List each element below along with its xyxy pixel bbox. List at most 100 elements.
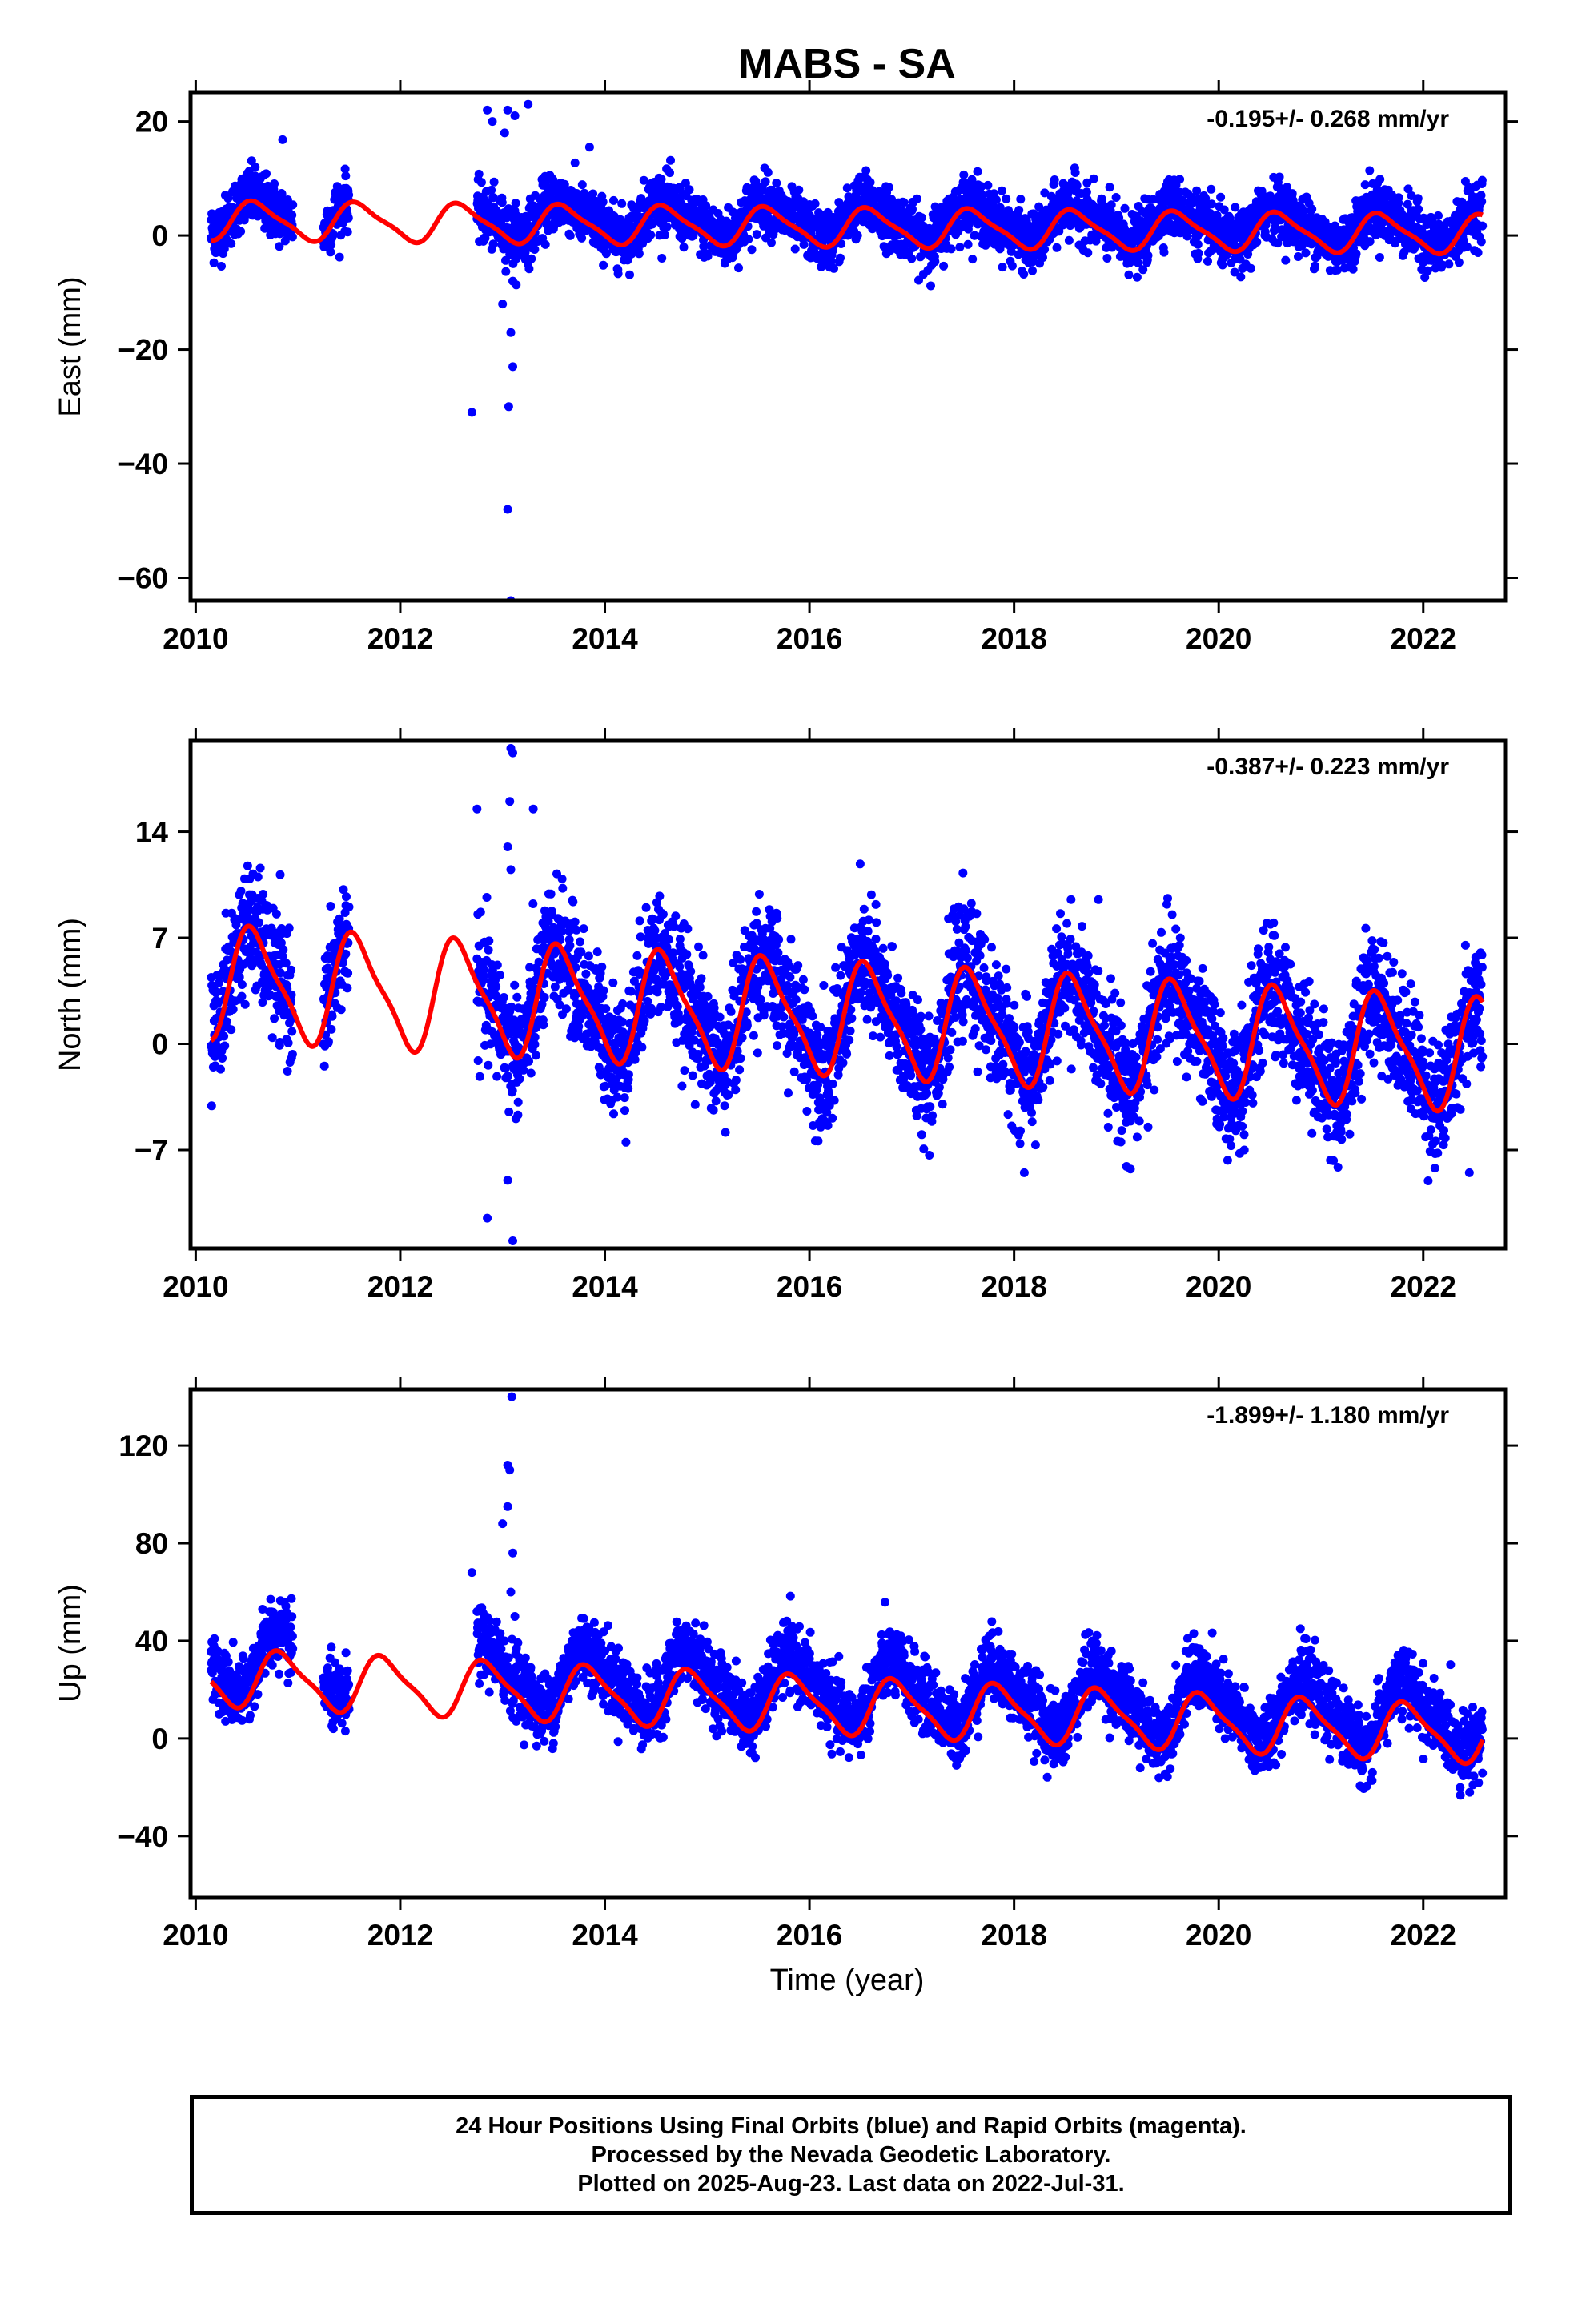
data-point — [1019, 270, 1029, 279]
data-point — [626, 987, 636, 996]
data-point — [899, 198, 909, 207]
data-point — [343, 968, 353, 978]
data-point — [530, 1032, 540, 1042]
x-tick-label: 2022 — [1391, 622, 1456, 655]
data-point — [343, 213, 353, 223]
data-point — [1231, 203, 1240, 212]
chart-title: MABS - SA — [738, 41, 956, 87]
data-point — [613, 269, 623, 279]
rate-label: -0.195+/- 0.268 mm/yr — [1207, 106, 1449, 132]
data-point — [1207, 184, 1216, 194]
data-point — [323, 963, 333, 973]
data-point — [283, 1038, 293, 1047]
data-point — [275, 242, 284, 251]
data-point — [501, 1063, 510, 1073]
data-point — [836, 253, 845, 263]
data-point — [1219, 205, 1229, 215]
data-point — [326, 902, 335, 911]
data-point — [761, 177, 770, 187]
data-point — [480, 234, 490, 243]
data-point — [259, 890, 268, 899]
data-point — [599, 260, 608, 270]
data-point — [1281, 255, 1291, 265]
outlier-point — [506, 328, 516, 337]
data-point — [270, 179, 279, 188]
data-point — [488, 239, 498, 249]
data-point — [484, 945, 493, 955]
data-point — [335, 914, 344, 923]
data-point — [1414, 204, 1423, 214]
x-tick-label: 2010 — [163, 622, 228, 655]
data-point — [473, 1056, 483, 1065]
data-point — [1348, 264, 1358, 274]
data-point — [270, 1014, 279, 1023]
data-point — [338, 958, 347, 967]
data-point — [1365, 237, 1375, 247]
data-point — [227, 1025, 236, 1035]
data-point — [946, 244, 956, 254]
data-point — [1343, 255, 1353, 264]
plot-area — [207, 99, 1488, 601]
data-point — [275, 968, 285, 978]
data-point — [625, 270, 634, 279]
data-point — [266, 931, 275, 940]
data-point — [267, 923, 276, 933]
data-point — [1102, 254, 1112, 263]
data-point — [1463, 242, 1472, 251]
y-tick-label: −20 — [118, 334, 168, 367]
data-point — [487, 186, 496, 195]
data-point — [497, 198, 507, 207]
data-point — [288, 200, 298, 210]
data-point — [220, 1041, 230, 1051]
data-point — [612, 1092, 622, 1102]
data-point — [581, 969, 591, 979]
data-point — [1002, 194, 1011, 203]
data-point — [963, 239, 973, 249]
data-point — [592, 947, 602, 957]
data-point — [1175, 175, 1185, 184]
data-point — [1083, 248, 1093, 258]
data-point — [577, 233, 587, 243]
data-point — [1016, 195, 1026, 204]
data-point — [244, 905, 254, 915]
x-tick-label: 2016 — [777, 622, 842, 655]
x-tick-label: 2012 — [367, 622, 433, 655]
data-point — [657, 254, 667, 263]
data-point — [665, 168, 674, 178]
data-point — [271, 909, 281, 919]
data-point — [228, 1005, 238, 1014]
outlier-point — [503, 505, 512, 514]
data-point — [699, 242, 709, 251]
data-point — [258, 998, 267, 1007]
outlier-point — [467, 408, 476, 417]
data-point — [685, 185, 694, 195]
data-point — [521, 1016, 531, 1025]
data-point — [689, 231, 698, 240]
data-point — [850, 218, 860, 227]
data-point — [540, 239, 550, 249]
data-point — [577, 1011, 587, 1021]
data-point — [572, 925, 581, 935]
data-point — [492, 982, 501, 991]
y-tick-label: 20 — [135, 106, 168, 139]
data-point — [236, 227, 246, 236]
data-point — [681, 179, 690, 188]
data-point — [908, 204, 917, 214]
data-point — [531, 1051, 540, 1060]
data-point — [519, 1065, 528, 1075]
data-point — [1111, 193, 1121, 202]
data-point — [1477, 175, 1487, 185]
data-point — [634, 249, 644, 259]
data-point — [939, 261, 949, 271]
data-point — [1478, 221, 1488, 231]
data-point — [1159, 247, 1169, 257]
data-point — [624, 1070, 633, 1080]
data-point — [520, 247, 530, 257]
data-point — [576, 937, 584, 947]
data-point — [1105, 183, 1114, 192]
outlier-point — [584, 143, 594, 152]
data-point — [550, 982, 560, 991]
data-point — [251, 163, 260, 172]
data-point — [482, 893, 492, 902]
data-point — [744, 235, 753, 244]
